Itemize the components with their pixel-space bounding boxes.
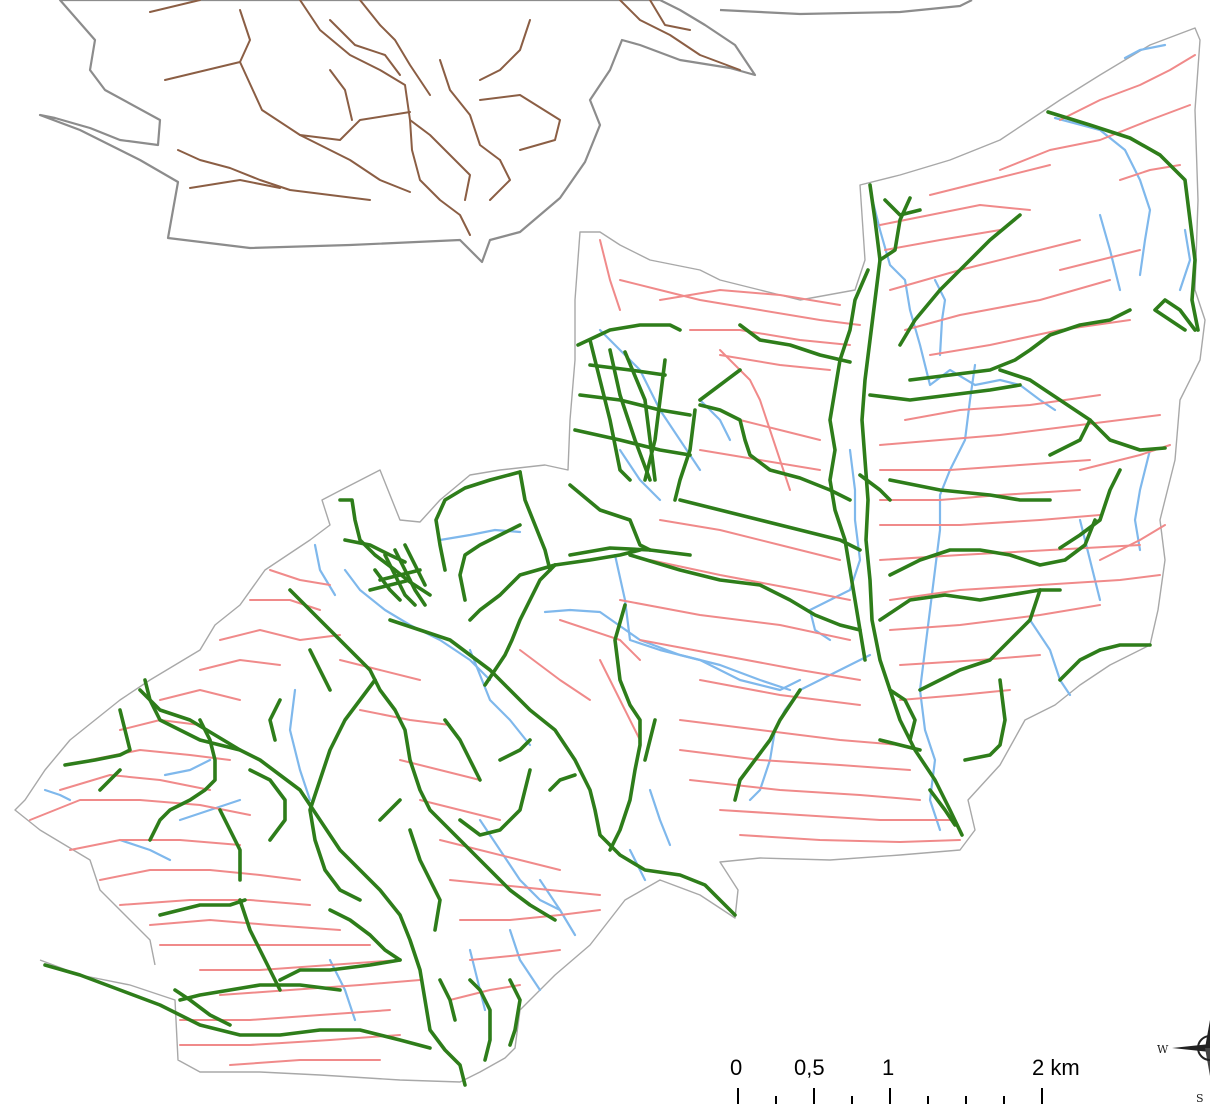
compass-west: W xyxy=(1157,1043,1169,1056)
upper-right-boundary xyxy=(719,0,973,16)
brown-road-network xyxy=(149,0,741,236)
scale-label-0: 0 xyxy=(730,1055,742,1080)
compass-south: S xyxy=(1196,1092,1204,1104)
upper-compartment-boundary xyxy=(38,0,757,264)
secondary-road-network xyxy=(29,54,1196,1066)
main-compartment-boundary xyxy=(14,27,1206,1083)
scale-label-2km: 2 km xyxy=(1032,1055,1080,1080)
main-road-network xyxy=(43,110,1200,1087)
scale-label-1: 1 xyxy=(882,1055,894,1080)
stream-network xyxy=(43,43,1192,1022)
scale-label-0-5: 0,5 xyxy=(794,1055,825,1080)
upper-compartment xyxy=(38,0,973,264)
compass-rose-icon: W S xyxy=(1157,1020,1210,1104)
scale-bar: 0 0,5 1 2 km xyxy=(730,1055,1080,1104)
